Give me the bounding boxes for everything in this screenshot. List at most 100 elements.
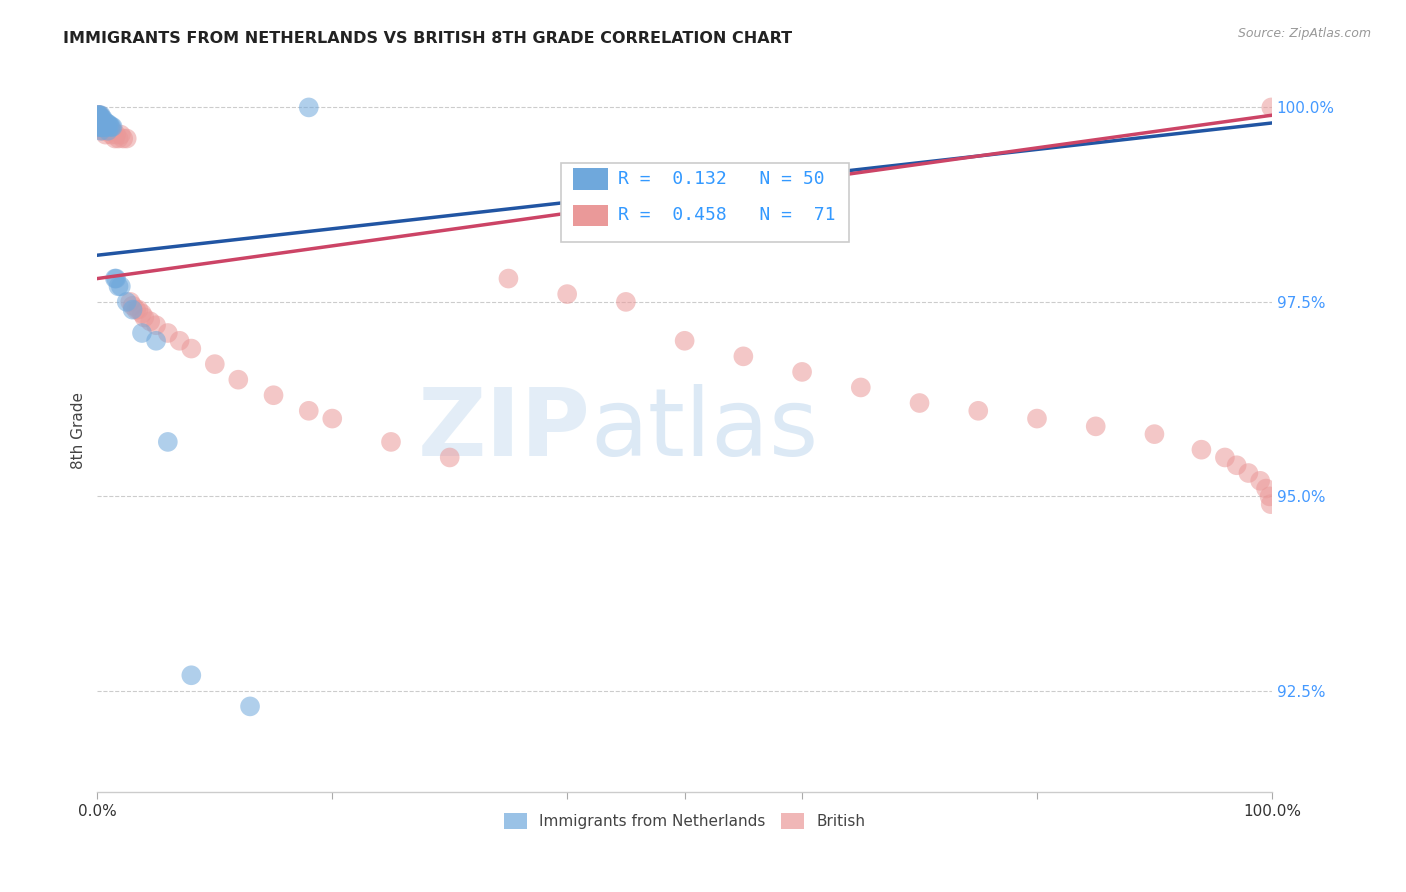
Point xyxy=(100,120,122,134)
Point xyxy=(87,112,110,127)
Point xyxy=(87,112,110,127)
Point xyxy=(226,373,249,387)
Point xyxy=(97,124,120,138)
Point xyxy=(91,120,114,134)
Point xyxy=(89,112,111,127)
Point xyxy=(107,131,129,145)
Point xyxy=(380,434,402,449)
FancyBboxPatch shape xyxy=(561,162,849,242)
Point xyxy=(90,116,112,130)
Point xyxy=(110,279,132,293)
Point xyxy=(93,120,115,134)
Point xyxy=(91,116,114,130)
Point xyxy=(169,334,191,348)
Point xyxy=(87,112,110,127)
Point xyxy=(94,120,117,134)
Point xyxy=(1258,489,1281,503)
Point xyxy=(90,120,112,134)
Point xyxy=(100,128,122,142)
Point xyxy=(239,699,262,714)
Point xyxy=(91,120,114,134)
Point xyxy=(733,349,755,363)
Text: atlas: atlas xyxy=(591,384,818,476)
Point xyxy=(1254,482,1277,496)
Bar xyxy=(574,169,609,190)
Point xyxy=(98,120,121,134)
Point xyxy=(89,116,111,130)
Point xyxy=(87,112,110,127)
Point xyxy=(87,108,110,122)
Point xyxy=(87,116,110,130)
Point xyxy=(90,116,112,130)
Bar xyxy=(574,204,609,227)
Point xyxy=(104,271,127,285)
Point xyxy=(263,388,285,402)
Point xyxy=(145,318,167,333)
Point xyxy=(110,128,132,142)
Point xyxy=(967,404,990,418)
Point xyxy=(91,116,114,130)
Point xyxy=(204,357,226,371)
Point xyxy=(90,112,112,127)
Point xyxy=(614,294,637,309)
Point xyxy=(91,112,114,127)
Point xyxy=(1189,442,1212,457)
Point xyxy=(91,112,114,127)
Point xyxy=(127,302,149,317)
Point xyxy=(90,116,112,130)
Point xyxy=(1260,497,1282,511)
Point xyxy=(91,116,114,130)
Text: IMMIGRANTS FROM NETHERLANDS VS BRITISH 8TH GRADE CORRELATION CHART: IMMIGRANTS FROM NETHERLANDS VS BRITISH 8… xyxy=(63,31,793,46)
Text: R =  0.132   N = 50: R = 0.132 N = 50 xyxy=(617,170,824,188)
Point xyxy=(98,120,121,134)
Point xyxy=(91,116,114,130)
Point xyxy=(87,108,110,122)
Point xyxy=(131,307,153,321)
Point xyxy=(439,450,461,465)
Point xyxy=(1084,419,1107,434)
Point xyxy=(93,116,115,130)
Point xyxy=(93,124,115,138)
Point xyxy=(96,116,118,130)
Point xyxy=(91,116,114,130)
Point xyxy=(115,131,138,145)
Point xyxy=(1260,100,1282,114)
Point xyxy=(105,128,128,142)
Point xyxy=(91,120,114,134)
Point xyxy=(89,108,111,122)
Point xyxy=(101,120,124,134)
Point xyxy=(104,131,127,145)
Point xyxy=(89,112,111,127)
Point xyxy=(180,668,202,682)
Point xyxy=(105,271,128,285)
Point xyxy=(93,116,115,130)
Point xyxy=(1226,458,1249,473)
Text: R =  0.458   N =  71: R = 0.458 N = 71 xyxy=(617,206,835,225)
Point xyxy=(87,112,110,127)
Point xyxy=(101,124,124,138)
Point xyxy=(94,120,117,134)
Point xyxy=(849,380,872,394)
Point xyxy=(115,294,138,309)
Point xyxy=(1026,411,1049,425)
Point xyxy=(180,342,202,356)
Point xyxy=(1249,474,1271,488)
Point xyxy=(1237,466,1260,480)
Point xyxy=(555,287,578,301)
Point xyxy=(298,404,321,418)
Point xyxy=(87,120,110,134)
Point xyxy=(90,108,112,122)
Point xyxy=(125,302,148,317)
Point xyxy=(87,108,110,122)
Point xyxy=(120,294,142,309)
Point xyxy=(87,108,110,122)
Point xyxy=(156,326,179,340)
Point xyxy=(87,112,110,127)
Point xyxy=(121,299,143,313)
Point xyxy=(96,120,118,134)
Point xyxy=(94,128,117,142)
Point xyxy=(87,108,110,122)
Point xyxy=(139,314,162,328)
Point xyxy=(98,118,121,132)
Point xyxy=(156,434,179,449)
